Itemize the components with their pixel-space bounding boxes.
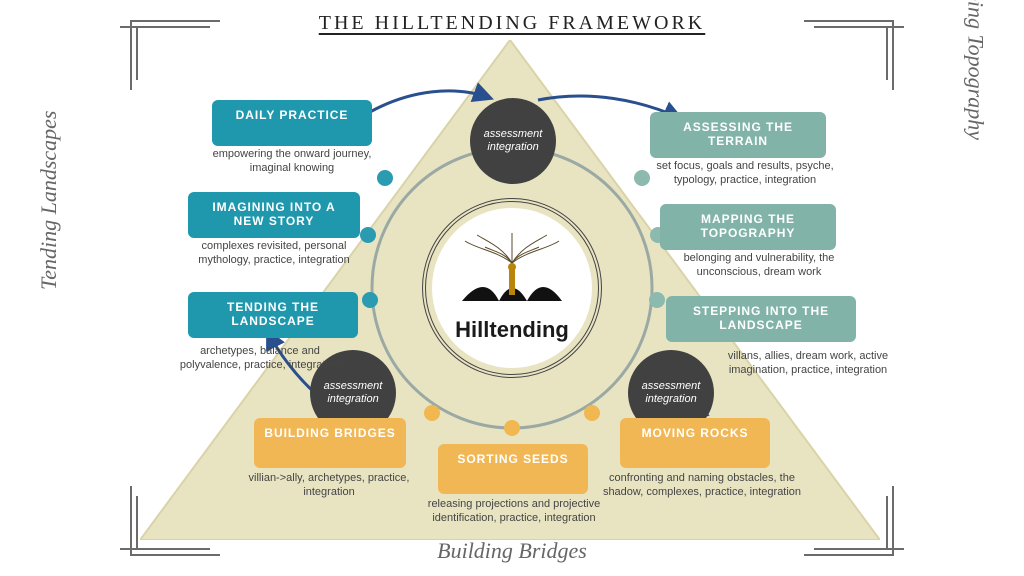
card-title: DAILY PRACTICE xyxy=(222,108,362,122)
card-stepping: STEPPING INTO THE LANDSCAPE xyxy=(666,296,856,342)
card-title: MOVING ROCKS xyxy=(630,426,760,440)
card-sorting: SORTING SEEDS xyxy=(438,444,588,494)
card-daily_practice: DAILY PRACTICE xyxy=(212,100,372,146)
card-title: ASSESSING THE TERRAIN xyxy=(660,120,816,149)
assessment-node-top: assessment integration xyxy=(470,98,556,184)
card-imagining: IMAGINING INTO A NEW STORY xyxy=(188,192,360,238)
card-title: SORTING SEEDS xyxy=(448,452,578,466)
card-title: STEPPING INTO THE LANDSCAPE xyxy=(676,304,846,333)
card-desc-assessing: set focus, goals and results, psyche, ty… xyxy=(640,160,850,188)
card-title: IMAGINING INTO A NEW STORY xyxy=(198,200,350,229)
side-label-bottom: Building Bridges xyxy=(0,538,1024,564)
card-title: MAPPING THE TOPOGRAPHY xyxy=(670,212,826,241)
card-mapping: MAPPING THE TOPOGRAPHY xyxy=(660,204,836,250)
card-desc-moving: confronting and naming obstacles, the sh… xyxy=(590,472,814,500)
card-desc-stepping: villans, allies, dream work, active imag… xyxy=(718,350,898,378)
brand-logo: Hilltending xyxy=(432,208,592,368)
side-label-right: Mapping Topography xyxy=(962,0,988,140)
card-moving: MOVING ROCKS xyxy=(620,418,770,468)
card-assessing: ASSESSING THE TERRAIN xyxy=(650,112,826,158)
card-tending: TENDING THE LANDSCAPE xyxy=(188,292,358,338)
card-title: BUILDING BRIDGES xyxy=(264,426,396,440)
card-desc-daily_practice: empowering the onward journey, imaginal … xyxy=(198,148,386,176)
card-desc-mapping: belonging and vulnerability, the unconsc… xyxy=(656,252,862,280)
card-desc-building: villian->ally, archetypes, practice, int… xyxy=(234,472,424,500)
card-desc-imagining: complexes revisited, personal mythology,… xyxy=(186,240,362,268)
card-building: BUILDING BRIDGES xyxy=(254,418,406,468)
framework-diagram: THE HILLTENDING FRAMEWORK Tending Landsc… xyxy=(0,0,1024,576)
card-desc-tending: archetypes, balance and polyvalence, pra… xyxy=(170,345,350,373)
card-desc-sorting: releasing projections and projective ide… xyxy=(404,498,624,526)
card-title: TENDING THE LANDSCAPE xyxy=(198,300,348,329)
side-label-left: Tending Landscapes xyxy=(36,111,62,290)
